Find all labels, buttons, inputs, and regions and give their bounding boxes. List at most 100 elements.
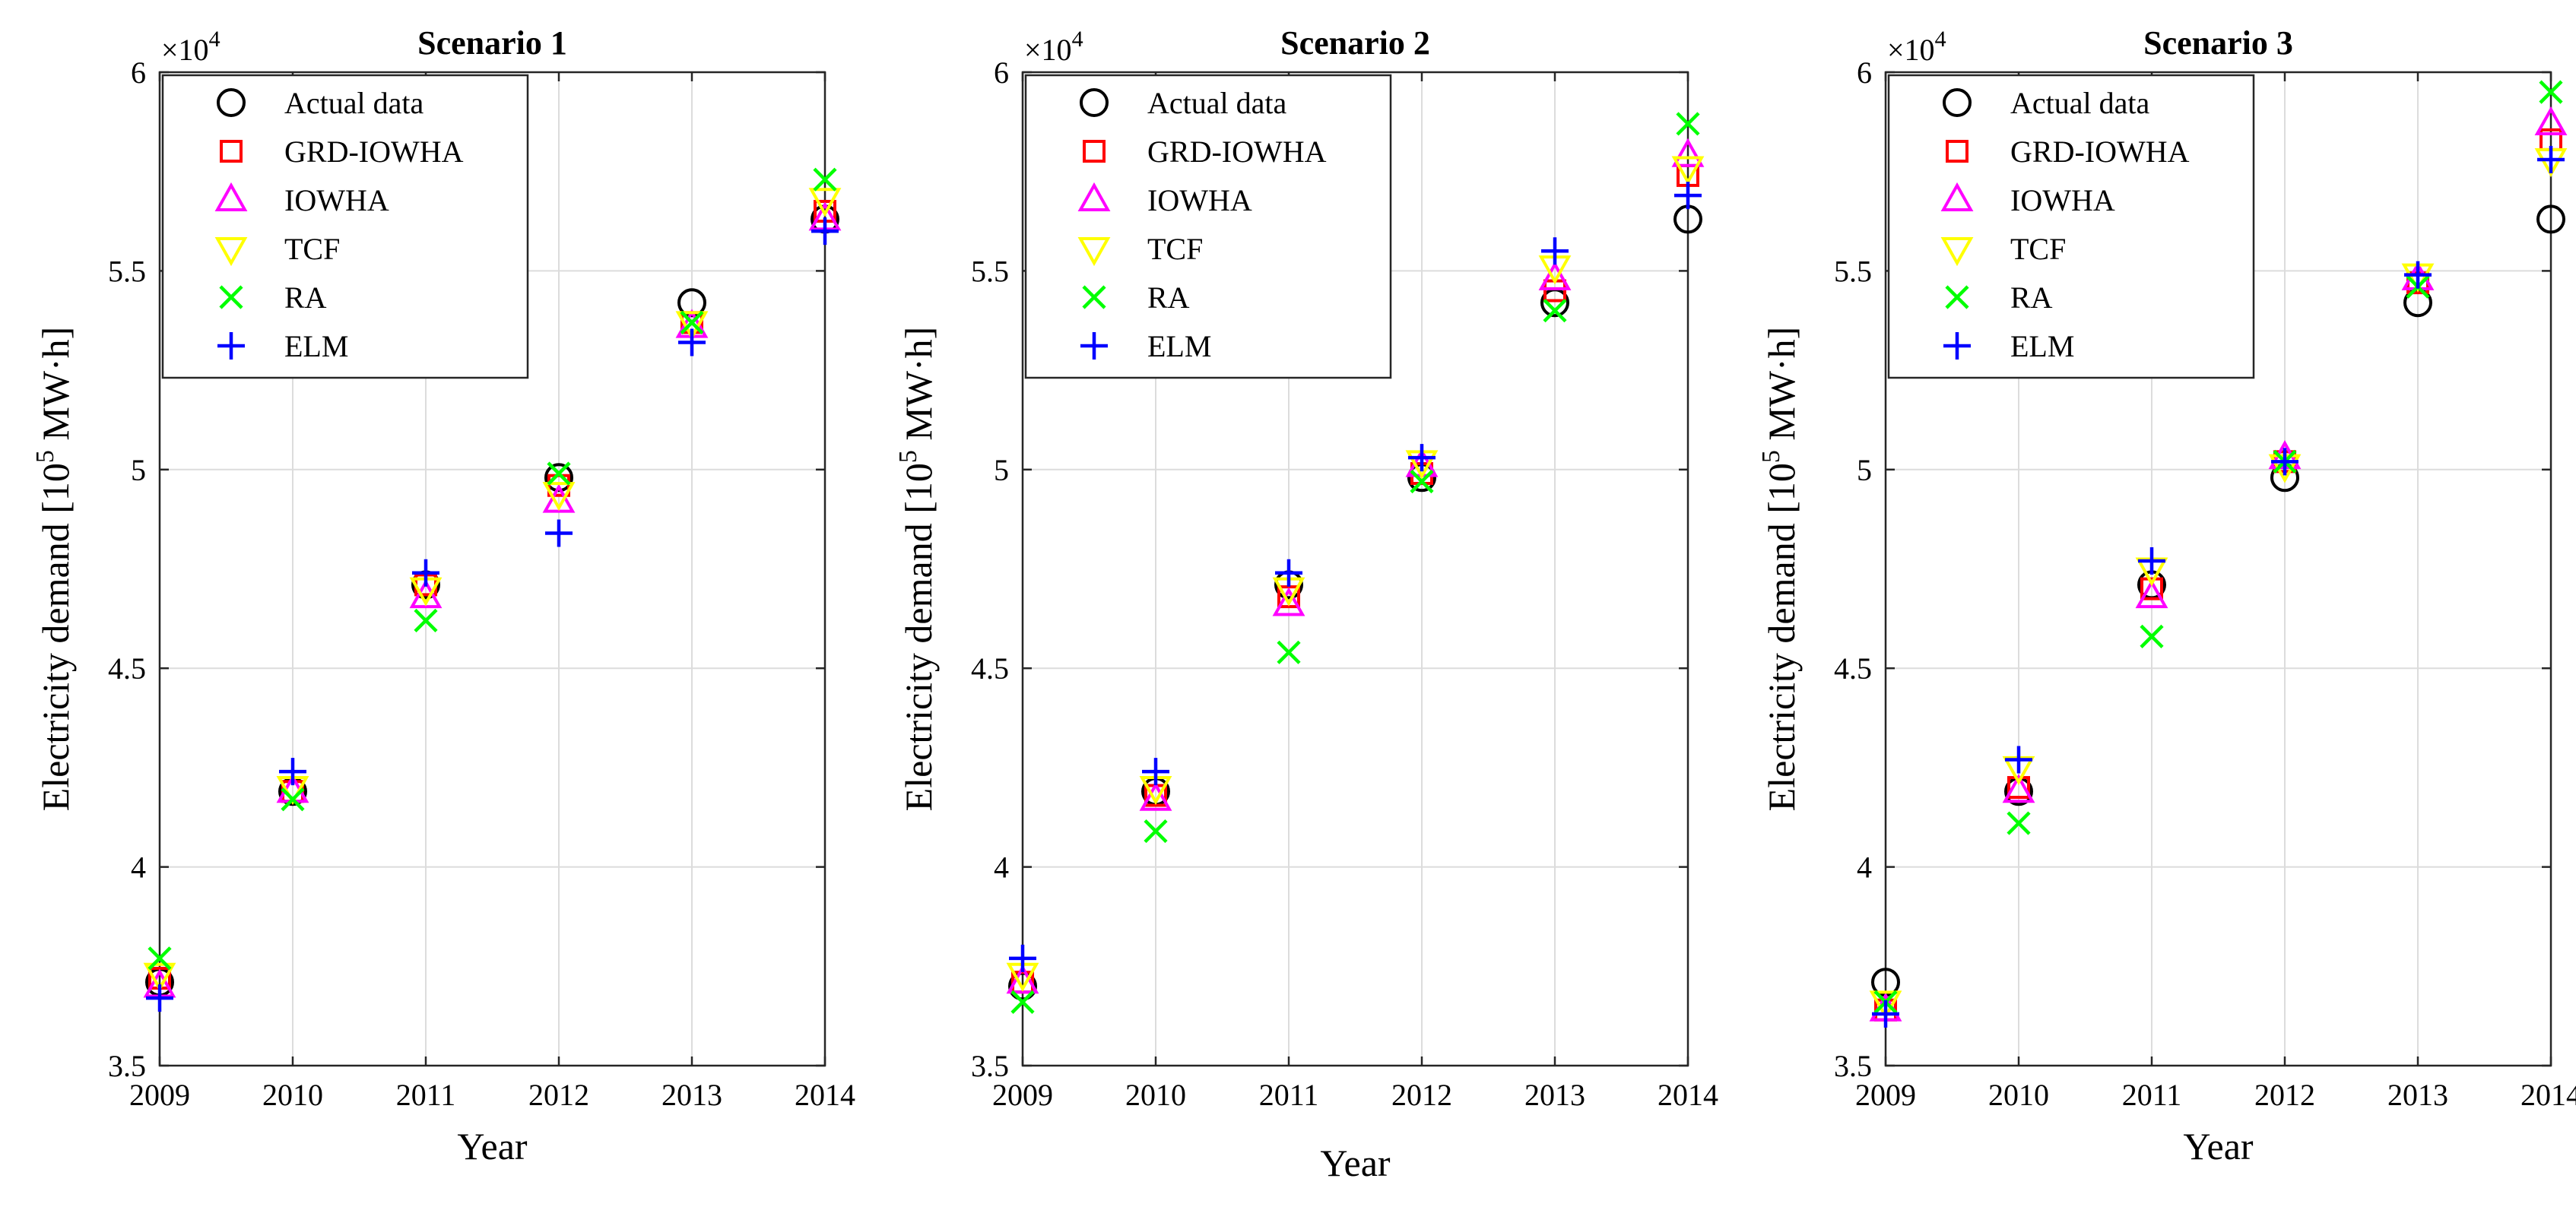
data-point bbox=[146, 984, 173, 1012]
legend-marker bbox=[217, 88, 246, 117]
data-point bbox=[2140, 624, 2164, 648]
data-point bbox=[1410, 469, 1434, 494]
data-point bbox=[1543, 299, 1567, 323]
x-tick-label: 2013 bbox=[2387, 1078, 2448, 1112]
y-tick-label: 5 bbox=[131, 453, 146, 487]
y-tick-label: 5.5 bbox=[1834, 254, 1872, 288]
x-tick-label: 2010 bbox=[262, 1078, 323, 1112]
data-point bbox=[1674, 182, 1702, 210]
data-point bbox=[1671, 138, 1705, 167]
legend-entry-label: Actual data bbox=[284, 86, 424, 120]
data-point bbox=[1272, 587, 1305, 616]
data-point bbox=[542, 482, 576, 512]
legend-marker bbox=[214, 237, 248, 267]
y-tick-label: 4.5 bbox=[1834, 651, 1872, 686]
legend-entry-label: TCF bbox=[2010, 232, 2066, 266]
x-tick-label: 2010 bbox=[1125, 1078, 1186, 1112]
y-tick-label: 3.5 bbox=[971, 1049, 1009, 1083]
legend: Actual data GRD-IOWHA IOWHA TCF RA ELM bbox=[161, 74, 529, 379]
data-point bbox=[1671, 156, 1705, 185]
data-point bbox=[2140, 577, 2163, 600]
data-point bbox=[1277, 585, 1300, 609]
x-tick-label: 2010 bbox=[1988, 1078, 2049, 1112]
y-tick-label: 6 bbox=[131, 55, 146, 90]
data-point bbox=[281, 787, 305, 812]
y-tick-label: 4 bbox=[1857, 851, 1872, 885]
data-point bbox=[545, 519, 573, 547]
data-point bbox=[1139, 781, 1172, 811]
legend-entry-label: ELM bbox=[2010, 329, 2074, 363]
y-tick-label: 6 bbox=[1857, 55, 1872, 90]
y-tick-label: 5 bbox=[994, 453, 1009, 487]
y-axis-label: Electricity demand [105 MW·h] bbox=[894, 327, 940, 812]
data-point bbox=[1006, 965, 1039, 994]
data-point bbox=[811, 217, 839, 246]
data-point bbox=[279, 758, 306, 786]
data-point bbox=[414, 608, 438, 633]
data-point bbox=[1144, 819, 1168, 844]
legend-entry-label: TCF bbox=[284, 232, 340, 266]
data-point bbox=[2271, 448, 2298, 476]
data-point bbox=[2007, 811, 2031, 835]
scenario-1-panel: 2009 2010 2011 2012 2013 2014 3.5 4 4.5 5 5.5 6 ×104… bbox=[31, 24, 855, 1167]
data-point bbox=[2536, 204, 2565, 234]
legend-marker bbox=[220, 140, 243, 163]
data-point bbox=[544, 463, 573, 493]
legend-entry-label: GRD-IOWHA bbox=[1147, 135, 1327, 169]
data-point bbox=[547, 461, 571, 486]
y-tick-label: 4 bbox=[994, 851, 1009, 885]
y-tick-label: 3.5 bbox=[108, 1049, 146, 1083]
legend-marker bbox=[1940, 237, 1974, 267]
data-point bbox=[409, 579, 443, 609]
data-point bbox=[678, 328, 706, 356]
y-tick-label: 4.5 bbox=[971, 651, 1009, 686]
data-point bbox=[813, 167, 837, 192]
legend-marker bbox=[1940, 182, 1974, 211]
y-tick-label: 6 bbox=[994, 55, 1009, 90]
chart-title: Scenario 1 bbox=[417, 24, 567, 62]
series-elm bbox=[1872, 146, 2565, 1028]
data-point bbox=[2537, 146, 2565, 174]
data-point bbox=[1277, 640, 1301, 664]
data-point bbox=[143, 962, 176, 992]
y-exponent-label: ×104 bbox=[161, 27, 220, 67]
legend-entry-label: RA bbox=[284, 280, 327, 315]
data-point bbox=[2539, 80, 2563, 104]
legend-entry-label: ELM bbox=[284, 329, 348, 363]
legend-box bbox=[161, 74, 529, 379]
legend-entry-label: GRD-IOWHA bbox=[2010, 135, 2190, 169]
data-point bbox=[1872, 1000, 1899, 1028]
legend-entry-label: RA bbox=[1147, 280, 1190, 315]
legend-marker bbox=[1080, 332, 1108, 360]
x-axis-label: Year bbox=[1320, 1142, 1390, 1184]
legend-entry-label: IOWHA bbox=[284, 183, 389, 217]
x-tick-label: 2013 bbox=[661, 1078, 722, 1112]
data-point bbox=[2005, 746, 2032, 774]
scenario-3-panel: 2009 2010 2011 2012 2013 2014 3.5 4 4.5 5 5.5 6 ×104… bbox=[1757, 24, 2576, 1167]
data-point bbox=[1275, 559, 1302, 587]
legend-entry-label: RA bbox=[2010, 280, 2053, 315]
data-point bbox=[2138, 547, 2165, 575]
y-axis-label: Electricity demand [105 MW·h] bbox=[1757, 327, 1803, 812]
plot-frame bbox=[1884, 71, 2552, 1067]
legend-entry-label: IOWHA bbox=[2010, 183, 2115, 217]
data-point bbox=[1408, 444, 1436, 472]
data-point bbox=[1009, 944, 1036, 972]
data-point bbox=[677, 288, 706, 318]
legend-entry-label: ELM bbox=[1147, 329, 1211, 363]
x-axis-label: Year bbox=[457, 1125, 527, 1167]
scenario-2-panel: 2009 2010 2011 2012 2013 2014 3.5 4 4.5 5 5.5 6 ×104… bbox=[894, 24, 1718, 1184]
series-elm bbox=[1009, 182, 1702, 972]
data-point bbox=[148, 946, 172, 971]
legend-marker bbox=[1943, 88, 1972, 117]
series-ra bbox=[148, 167, 837, 971]
plot-frame bbox=[158, 71, 826, 1067]
x-tick-label: 2013 bbox=[1524, 1078, 1585, 1112]
y-tick-label: 5 bbox=[1857, 453, 1872, 487]
x-tick-label: 2014 bbox=[795, 1078, 855, 1112]
legend-marker bbox=[1083, 140, 1106, 163]
data-point bbox=[1538, 261, 1572, 290]
data-point bbox=[1142, 758, 1169, 786]
data-point bbox=[675, 311, 709, 341]
